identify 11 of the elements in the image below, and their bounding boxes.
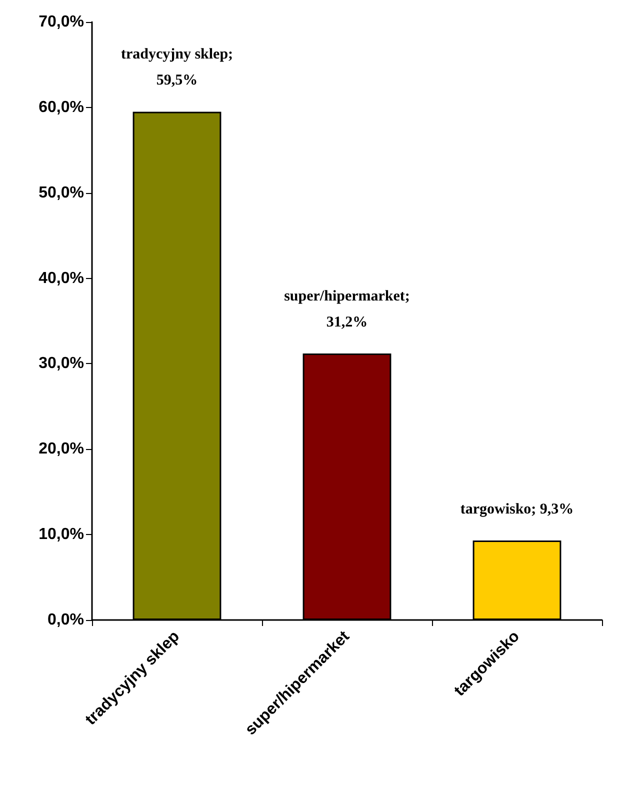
- y-tick-label: 0,0%: [48, 612, 84, 628]
- y-tick-label: 20,0%: [38, 440, 84, 458]
- y-tick-label: 70,0%: [38, 14, 84, 30]
- data-label: super/hipermarket; 31,2%: [284, 288, 410, 330]
- y-tick-label: 30,0%: [38, 355, 84, 372]
- y-tick-label: 60,0%: [38, 98, 84, 116]
- y-tick-label: 10,0%: [38, 526, 84, 544]
- data-label: targowisko; 9,3%: [460, 502, 574, 518]
- y-tick-label: 40,0%: [38, 270, 84, 287]
- data-label: tradycyjny sklep; 59,5%: [120, 46, 234, 89]
- y-tick-label: 50,0%: [38, 184, 84, 202]
